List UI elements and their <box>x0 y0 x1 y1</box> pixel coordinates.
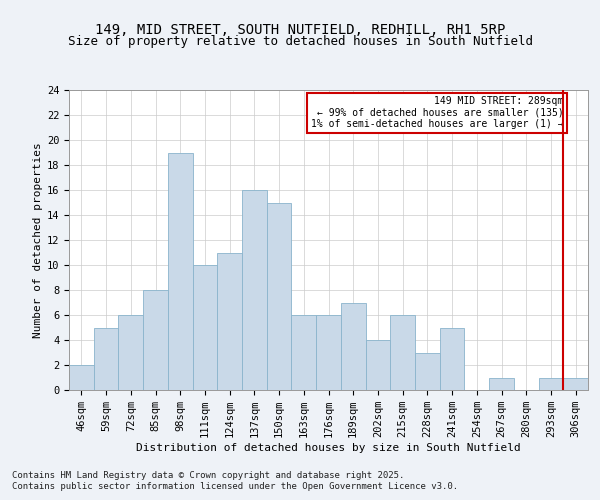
Bar <box>415 352 440 390</box>
Bar <box>563 378 588 390</box>
Bar <box>168 152 193 390</box>
Bar <box>365 340 390 390</box>
Bar <box>193 265 217 390</box>
Bar <box>341 302 365 390</box>
Text: 149 MID STREET: 289sqm
← 99% of detached houses are smaller (135)
1% of semi-det: 149 MID STREET: 289sqm ← 99% of detached… <box>311 96 563 129</box>
Bar <box>118 315 143 390</box>
Text: Size of property relative to detached houses in South Nutfield: Size of property relative to detached ho… <box>67 35 533 48</box>
Bar <box>440 328 464 390</box>
Bar <box>69 365 94 390</box>
Bar <box>316 315 341 390</box>
Bar <box>390 315 415 390</box>
X-axis label: Distribution of detached houses by size in South Nutfield: Distribution of detached houses by size … <box>136 443 521 453</box>
Bar <box>143 290 168 390</box>
Bar <box>242 190 267 390</box>
Text: Contains HM Land Registry data © Crown copyright and database right 2025.: Contains HM Land Registry data © Crown c… <box>12 471 404 480</box>
Bar <box>267 202 292 390</box>
Bar <box>489 378 514 390</box>
Bar <box>94 328 118 390</box>
Y-axis label: Number of detached properties: Number of detached properties <box>32 142 43 338</box>
Text: Contains public sector information licensed under the Open Government Licence v3: Contains public sector information licen… <box>12 482 458 491</box>
Bar <box>539 378 563 390</box>
Bar <box>292 315 316 390</box>
Bar <box>217 252 242 390</box>
Text: 149, MID STREET, SOUTH NUTFIELD, REDHILL, RH1 5RP: 149, MID STREET, SOUTH NUTFIELD, REDHILL… <box>95 22 505 36</box>
